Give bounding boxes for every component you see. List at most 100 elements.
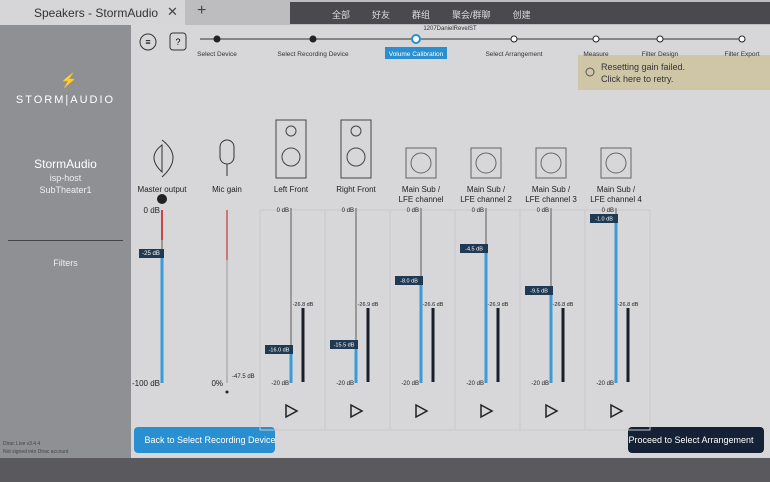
channel-top: 0 dB (407, 208, 419, 214)
sub-icon (535, 147, 567, 179)
gain-value: -8.0 dB (400, 279, 418, 285)
gain-value: -1.0 dB (595, 217, 613, 223)
sub-cone (605, 152, 627, 174)
overlay-bar (290, 2, 770, 24)
step-dot[interactable] (656, 35, 664, 43)
help-button[interactable] (169, 32, 187, 51)
tab-close[interactable]: ✕ (167, 4, 178, 19)
notification-icon (585, 67, 595, 77)
play-button[interactable] (285, 403, 299, 419)
channel-bottom: -20 dB (596, 381, 614, 387)
theater: SubTheater1 (39, 185, 92, 195)
gain-knob[interactable] (330, 340, 358, 349)
speaker-tweeter (350, 125, 362, 137)
notification-text: Click here to retry. (601, 74, 673, 84)
step-label: Select Device (197, 51, 237, 58)
level-value: -26.8 dB (618, 302, 639, 308)
play-button[interactable] (610, 403, 624, 419)
gain-value: -15.5 dB (334, 343, 355, 349)
taskbar (0, 458, 770, 482)
gain-value: -9.5 dB (530, 289, 548, 295)
channel-name-line: LFE channel (399, 195, 444, 204)
back-button[interactable] (134, 427, 275, 453)
channel-bottom: -20 dB (531, 381, 549, 387)
lock-icon[interactable] (157, 194, 167, 204)
menu-item[interactable]: Filters (53, 258, 78, 268)
sub-icon (405, 147, 437, 179)
mic-value: -47.5 dB (232, 374, 255, 380)
back-label: Back to Select Recording Device (144, 435, 275, 445)
overlay-menu-item[interactable]: 全部 (332, 10, 351, 20)
divider (8, 240, 123, 241)
sidebar (0, 25, 131, 458)
channel-name-line: Main Sub / (532, 185, 571, 194)
step-label: Select Arrangement (485, 51, 542, 58)
step-dot[interactable] (411, 34, 421, 44)
channel-bottom: -20 dB (466, 381, 484, 387)
help-icon: ? (175, 37, 180, 47)
gain-knob[interactable] (265, 345, 293, 354)
gain-value: -16.0 dB (269, 348, 290, 354)
speaker-cone (346, 147, 366, 167)
channel-column (324, 209, 391, 431)
channel-top: 0 dB (537, 208, 549, 214)
channel-name-line: Main Sub / (402, 185, 441, 194)
step-active-bg (385, 47, 447, 59)
level-value: -26.9 dB (488, 302, 509, 308)
version: Dirac Live v3.4.4 (3, 441, 41, 447)
step-dot[interactable] (213, 35, 221, 43)
overlay-menu-item[interactable]: 聚会/群聊 (452, 10, 491, 20)
sub-cone (410, 152, 432, 174)
mic-dot (225, 390, 229, 394)
step-dot[interactable] (738, 35, 746, 43)
gain-knob[interactable] (395, 276, 423, 285)
channel-name: Main Sub / LFE channel 2 (460, 185, 512, 204)
channel-bottom: -20 dB (336, 381, 354, 387)
speaker-icon (340, 119, 372, 179)
notification-text: Resetting gain failed. (601, 62, 685, 72)
channel-top: 0 dB (277, 208, 289, 214)
gain-knob[interactable] (525, 286, 553, 295)
master-top: 0 dB (144, 206, 160, 215)
step-dot[interactable] (592, 35, 600, 43)
speaker-icon (275, 119, 307, 179)
gain-value: -4.5 dB (465, 247, 483, 253)
sub-icon (600, 147, 632, 179)
channel-column (259, 209, 326, 431)
gain-knob[interactable] (460, 244, 488, 253)
play-button[interactable] (480, 403, 494, 419)
level-value: -26.9 dB (358, 302, 379, 308)
notification[interactable] (578, 55, 770, 90)
next-label: Proceed to Select Arrangement (628, 435, 754, 445)
device-label: 1207DanielRevelST (423, 26, 477, 32)
play-button[interactable] (350, 403, 364, 419)
step-dot[interactable] (510, 35, 518, 43)
channel-column (584, 209, 651, 431)
step-dot[interactable] (309, 35, 317, 43)
host: isp-host (49, 173, 82, 183)
mic-icon (219, 139, 235, 165)
overlay-menu-item[interactable]: 创建 (512, 10, 531, 20)
step-label: Filter Export (724, 51, 759, 58)
play-button[interactable] (415, 403, 429, 419)
menu-button[interactable] (139, 33, 157, 51)
gain-knob[interactable] (590, 214, 618, 223)
master-value: -25 dB (142, 251, 160, 257)
overlay-menu-item[interactable]: 群组 (412, 10, 431, 20)
master-label: Master output (138, 185, 188, 194)
master-knob[interactable] (139, 249, 164, 258)
overlay-menu-item[interactable]: 好友 (372, 10, 391, 20)
channel-name-line: LFE channel 2 (460, 195, 512, 204)
tab[interactable] (0, 0, 185, 25)
account: Not signed into Dirac account (3, 449, 69, 455)
menu-icon: ≡ (145, 37, 150, 47)
play-button[interactable] (545, 403, 559, 419)
next-button[interactable] (628, 427, 764, 453)
master-bottom: -100 dB (132, 379, 160, 388)
brand-icon: ⚡ (60, 72, 78, 88)
new-tab[interactable]: + (197, 2, 207, 19)
tab-title: Speakers - StormAudio (34, 6, 159, 20)
speaker-tweeter (285, 125, 297, 137)
